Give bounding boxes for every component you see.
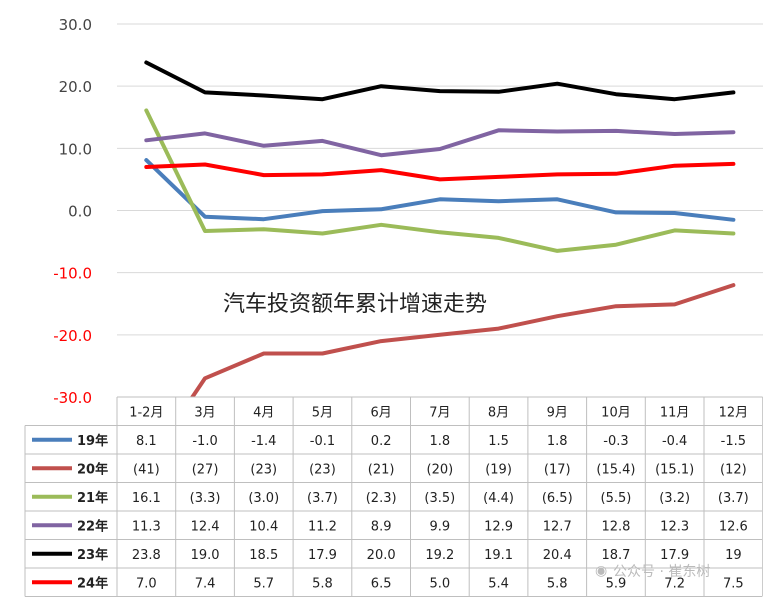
table-cell: (15.4): [596, 462, 635, 477]
x-category-label: 4月: [253, 405, 274, 420]
table-cell: 6.5: [371, 576, 392, 591]
table-cell: 0.2: [371, 434, 392, 449]
y-tick-label: -20.0: [53, 327, 92, 345]
x-category-label: 9月: [547, 405, 568, 420]
table-cell: -1.4: [251, 434, 276, 449]
table-cell: 16.1: [132, 491, 161, 506]
watermark: ◉ 公众号 · 崔东树: [595, 563, 710, 580]
y-tick-label: 20.0: [59, 78, 92, 96]
legend-label: 20年: [77, 461, 108, 477]
table-cell: 12.7: [543, 519, 572, 534]
table-cell: (41): [133, 462, 160, 477]
x-category-label: 1-2月: [129, 405, 163, 420]
table-cell: -0.1: [310, 434, 335, 449]
table-cell: 12.9: [484, 519, 513, 534]
data-table: 1-2月 3月 4月 5月 6月 7月 8月 9月 10月 11月 12月 19年 8.1 -1.0 -1.…: [24, 396, 763, 597]
table-cell: 8.1: [136, 434, 157, 449]
table-cell: -1.5: [721, 434, 746, 449]
table-cell: 5.4: [488, 576, 509, 591]
table-cell: 10.4: [249, 519, 278, 534]
table-cell: 19.0: [191, 548, 220, 563]
chart-title: 汽车投资额年累计增速走势: [223, 292, 487, 317]
table-cell: 18.5: [249, 548, 278, 563]
y-tick-label: -10.0: [53, 265, 92, 283]
table-cell: 1.8: [430, 434, 451, 449]
table-cell: (20): [427, 462, 454, 477]
table-cell: 11.3: [132, 519, 161, 534]
y-axis-labels: 30.0 20.0 10.0 0.0 -10.0 -20.0 -30.0: [53, 16, 92, 407]
table-cell: (3.2): [659, 491, 690, 506]
table-cell: (3.7): [718, 491, 749, 506]
table-cell: 20.4: [543, 548, 572, 563]
x-category-label: 7月: [429, 405, 450, 420]
table-cell: -0.3: [603, 434, 628, 449]
table-cell: (27): [192, 462, 219, 477]
table-cell: 20.0: [367, 548, 396, 563]
table-cell: 19.2: [425, 548, 454, 563]
table-cell: 1.5: [488, 434, 509, 449]
x-category-label: 12月: [719, 405, 749, 420]
table-cell: (21): [368, 462, 395, 477]
legend-label: 22年: [77, 518, 108, 534]
x-category-label: 3月: [194, 405, 215, 420]
legend-label: 21年: [77, 490, 108, 506]
table-cell: (23): [309, 462, 336, 477]
table-cell: 23.8: [132, 548, 161, 563]
table-cell: 12.6: [719, 519, 748, 534]
table-cell: 5.8: [312, 576, 333, 591]
table-cell: -0.4: [662, 434, 687, 449]
table-cell: 7.0: [136, 576, 157, 591]
watermark-text: 公众号 · 崔东树: [613, 564, 710, 580]
wechat-icon: ◉: [595, 563, 607, 579]
y-tick-label: 10.0: [59, 140, 92, 158]
table-cell: 12.3: [660, 519, 689, 534]
table-cell: 8.9: [371, 519, 392, 534]
x-category-label: 8月: [488, 405, 509, 420]
x-category-label: 6月: [371, 405, 392, 420]
table-cell: (15.1): [655, 462, 694, 477]
table-cell: (5.5): [601, 491, 632, 506]
x-category-label: 11月: [660, 405, 690, 420]
legend-label: 19年: [77, 433, 108, 449]
table-cell: 5.7: [253, 576, 274, 591]
table-cell: 11.2: [308, 519, 337, 534]
table-cell: 5.9: [606, 576, 627, 591]
table-cell: (4.4): [483, 491, 514, 506]
table-cell: 7.5: [723, 576, 744, 591]
table-cell: 17.9: [660, 548, 689, 563]
table-cell: 12.4: [191, 519, 220, 534]
legend-label: 23年: [77, 547, 108, 563]
table-cell: 7.2: [664, 576, 685, 591]
table-cell: (12): [720, 462, 747, 477]
table-cell: (3.7): [307, 491, 338, 506]
table-cell: 5.8: [547, 576, 568, 591]
table-cell: 12.8: [601, 519, 630, 534]
table-cell: (2.3): [366, 491, 397, 506]
table-cell: (3.3): [190, 491, 221, 506]
x-category-label: 5月: [312, 405, 333, 420]
table-cell: (6.5): [542, 491, 573, 506]
y-tick-label: 30.0: [59, 16, 92, 34]
table-cell: 9.9: [430, 519, 451, 534]
table-cell: (23): [250, 462, 277, 477]
table-cell: 19.1: [484, 548, 513, 563]
table-cell: -1.0: [192, 434, 217, 449]
legend-label: 24年: [77, 575, 108, 591]
table-cell: 19: [725, 548, 742, 563]
table-cell: (3.5): [424, 491, 455, 506]
table-cell: 18.7: [601, 548, 630, 563]
table-cell: (3.0): [248, 491, 279, 506]
y-tick-label: -30.0: [53, 389, 92, 407]
table-cell: 17.9: [308, 548, 337, 563]
table-cell: 1.8: [547, 434, 568, 449]
table-cell: 5.0: [430, 576, 451, 591]
table-cell: (17): [544, 462, 571, 477]
x-category-label: 10月: [601, 405, 631, 420]
table-cell: (19): [485, 462, 512, 477]
table-cell: 7.4: [195, 576, 216, 591]
y-tick-label: 0.0: [68, 203, 92, 221]
series-lines: [144, 60, 736, 397]
